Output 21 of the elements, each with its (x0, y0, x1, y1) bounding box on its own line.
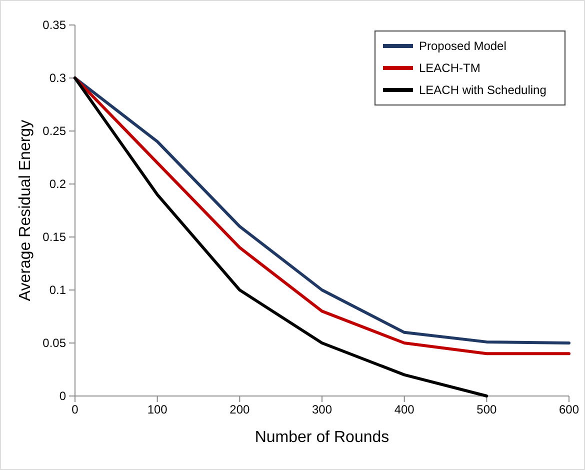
y-tick-label: 0.3 (49, 70, 66, 85)
x-tick-label: 500 (476, 402, 497, 417)
line-series (74, 76, 488, 398)
y-tick-label: 0.05 (42, 336, 66, 350)
y-tick-label: 0.25 (42, 124, 66, 138)
y-tick-label: 0 (59, 388, 66, 403)
legend-label: Proposed Model (419, 39, 506, 53)
x-tick-label: 0 (72, 402, 79, 417)
y-tick-label: 0.1 (49, 282, 66, 297)
y-tick-label: 0.2 (49, 176, 66, 191)
x-tick-label: 400 (394, 402, 415, 417)
x-tick-label: 200 (230, 402, 250, 417)
x-tick-label: 300 (312, 402, 332, 417)
y-tick-label: 0.35 (42, 18, 66, 32)
y-tick-label: 0.15 (42, 230, 66, 244)
x-axis-title: Number of Rounds (254, 429, 390, 446)
legend-label: LEACH with Scheduling (419, 83, 546, 97)
y-axis-title: Average Residual Energy (17, 120, 34, 302)
legend-label: LEACH-TM (419, 61, 480, 75)
x-tick-label: 100 (147, 402, 168, 417)
x-tick-label: 600 (558, 402, 580, 417)
